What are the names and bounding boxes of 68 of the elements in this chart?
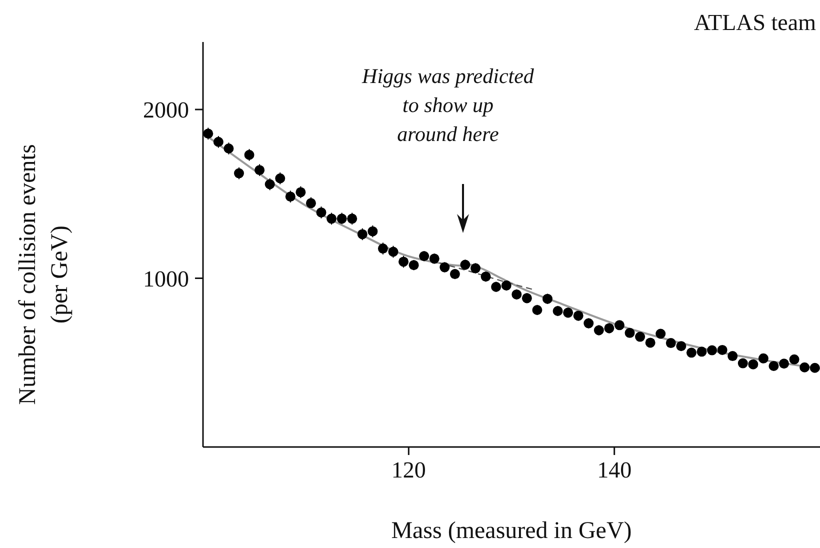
point <box>738 358 748 368</box>
point <box>275 173 286 184</box>
point <box>624 328 635 338</box>
point <box>440 262 450 272</box>
text: ATLAS team <box>694 10 816 36</box>
point <box>244 150 254 160</box>
point <box>326 214 337 224</box>
point <box>429 254 440 264</box>
point <box>707 345 718 356</box>
point <box>635 332 646 342</box>
point <box>408 260 419 270</box>
point <box>614 320 624 330</box>
point <box>800 362 810 372</box>
point <box>368 226 378 236</box>
point <box>336 214 347 224</box>
point <box>234 168 244 178</box>
point <box>532 304 542 315</box>
point <box>728 351 738 362</box>
y-axis-title: Number of collision events (per GeV) <box>15 144 73 405</box>
point <box>470 263 481 274</box>
point <box>306 198 316 208</box>
x-axis-title: Mass (measured in GeV) <box>391 518 632 544</box>
annotation: Higgs was predicted to show up around here <box>360 63 535 148</box>
point <box>347 214 358 224</box>
point <box>542 294 552 304</box>
point <box>758 353 768 364</box>
point <box>717 344 728 355</box>
point <box>645 338 656 348</box>
point <box>203 128 214 139</box>
point <box>666 338 676 348</box>
y-tick-label: 1000 <box>143 266 189 292</box>
point <box>419 251 430 262</box>
point <box>584 318 594 328</box>
point <box>696 346 707 357</box>
x-tick-label: 120 <box>391 457 426 482</box>
point <box>779 358 790 369</box>
point <box>398 256 409 267</box>
point <box>686 348 696 358</box>
point <box>789 354 800 364</box>
point <box>224 143 234 154</box>
point <box>563 308 574 318</box>
point <box>296 187 306 198</box>
point <box>573 310 584 321</box>
x-tick-label: 140 <box>597 457 632 482</box>
point <box>378 244 388 254</box>
point <box>264 179 275 190</box>
point <box>768 361 779 371</box>
point <box>450 269 460 280</box>
point <box>388 246 398 257</box>
point <box>604 323 614 334</box>
point <box>285 192 296 202</box>
point <box>501 280 512 291</box>
point <box>656 328 666 339</box>
point <box>491 282 502 292</box>
point <box>460 260 470 270</box>
point <box>676 341 686 352</box>
point <box>512 289 522 300</box>
point <box>480 272 491 282</box>
point <box>522 293 532 304</box>
point <box>357 229 368 240</box>
point <box>748 359 758 370</box>
point <box>213 136 224 147</box>
point <box>254 165 265 176</box>
point <box>316 207 326 218</box>
y-tick-label: 2000 <box>143 98 189 123</box>
point <box>552 306 563 316</box>
point <box>810 362 820 373</box>
point <box>594 325 604 336</box>
